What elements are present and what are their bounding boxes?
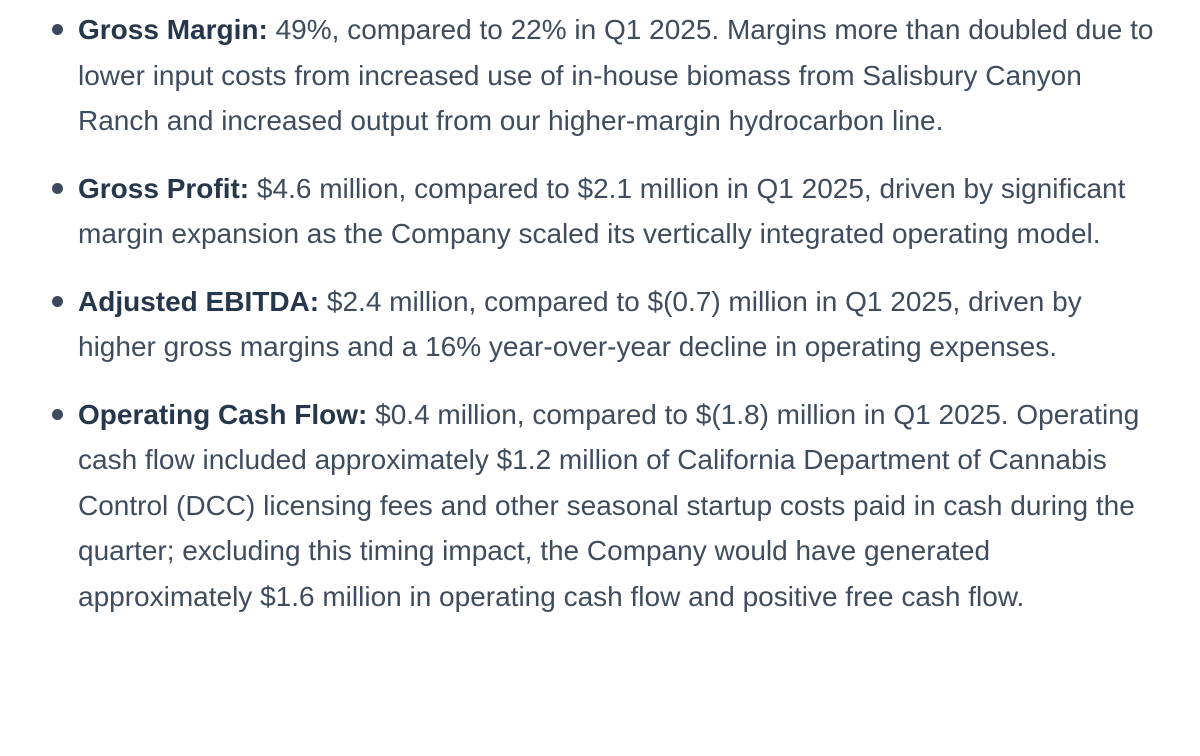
item-label: Operating Cash Flow: xyxy=(78,398,368,430)
bullet-icon xyxy=(52,295,63,307)
item-label: Gross Margin: xyxy=(78,14,268,45)
financial-highlights-list: Gross Margin: 49%, compared to 22% in Q1… xyxy=(0,7,1200,641)
item-text: 49%, compared to 22% in Q1 2025. Margins… xyxy=(78,14,1154,136)
list-item-gross-margin: Gross Margin: 49%, compared to 22% in Q1… xyxy=(0,7,1200,144)
list-item-operating-cash-flow: Operating Cash Flow: $0.4 million, compa… xyxy=(0,392,1200,620)
item-label: Adjusted EBITDA: xyxy=(78,285,320,317)
item-label: Gross Profit: xyxy=(78,172,250,204)
bullet-icon xyxy=(52,182,63,194)
list-item-gross-profit: Gross Profit: $4.6 million, compared to … xyxy=(0,166,1200,257)
item-text: $2.4 million, compared to $(0.7) million… xyxy=(78,285,1082,363)
list-item-adjusted-ebitda: Adjusted EBITDA: $2.4 million, compared … xyxy=(0,279,1200,370)
bullet-icon xyxy=(52,24,63,35)
item-text: $0.4 million, compared to $(1.8) million… xyxy=(78,398,1140,612)
bullet-icon xyxy=(52,408,63,420)
item-text: $4.6 million, compared to $2.1 million i… xyxy=(78,172,1126,250)
